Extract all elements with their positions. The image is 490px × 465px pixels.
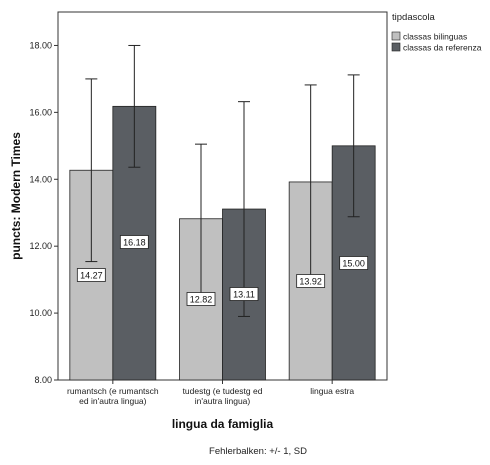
x-tick-label: ed in'autra lingua) [79, 396, 146, 406]
legend-label: classas da referenza [403, 43, 482, 53]
value-label-box [119, 235, 149, 249]
legend-swatch [391, 31, 401, 41]
y-tick-label: 18.00 [29, 40, 52, 50]
value-label-box [296, 274, 326, 288]
y-tick-label: 12.00 [29, 241, 52, 251]
y-tick-label: 16.00 [29, 107, 52, 117]
x-tick-label: tudestg (e tudestg ed [183, 386, 263, 396]
value-label-box [186, 292, 216, 306]
value-label: 12.82 [190, 295, 213, 305]
legend-title: tipdascola [392, 12, 435, 23]
x-tick-label: rumantsch (e rumantsch [67, 386, 159, 396]
value-label-box [76, 268, 106, 282]
value-label-box [229, 287, 259, 301]
value-label: 16.18 [123, 238, 146, 248]
value-label: 13.11 [233, 290, 255, 300]
legend-label: classas bilinguas [403, 32, 467, 42]
x-tick-label: in'autra lingua) [195, 396, 251, 406]
y-tick-label: 10.00 [29, 308, 52, 318]
value-label: 13.92 [299, 277, 322, 287]
footnote: Fehlerbalken: +/- 1, SD [209, 446, 307, 457]
y-tick-label: 14.00 [29, 174, 52, 184]
value-label-box [339, 256, 369, 270]
x-axis-label: lingua da famiglia [172, 417, 274, 431]
x-tick-label: lingua estra [310, 386, 354, 396]
legend-swatch [391, 42, 401, 52]
y-tick-label: 8.00 [34, 375, 52, 385]
value-label: 14.27 [80, 271, 103, 281]
value-label: 15.00 [342, 259, 365, 269]
y-axis-label: puncts: Modern Times [9, 132, 23, 260]
